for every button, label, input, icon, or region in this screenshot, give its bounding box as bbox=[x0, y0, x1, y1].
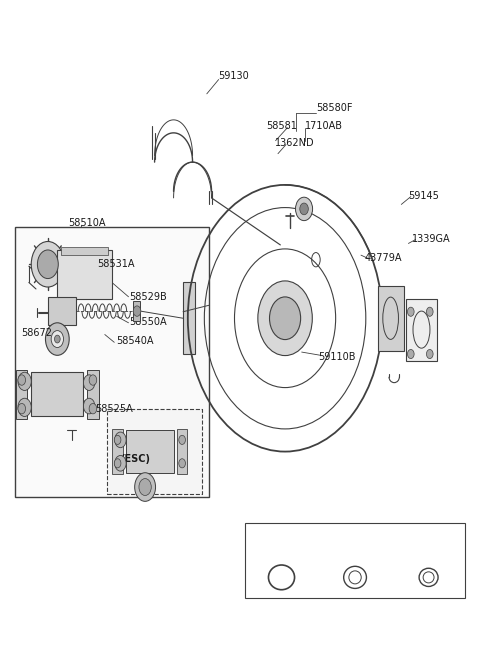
FancyBboxPatch shape bbox=[57, 250, 112, 298]
Text: 43779A: 43779A bbox=[364, 253, 402, 264]
FancyBboxPatch shape bbox=[183, 283, 195, 354]
FancyBboxPatch shape bbox=[14, 227, 209, 497]
Text: 58525A: 58525A bbox=[96, 403, 133, 414]
FancyBboxPatch shape bbox=[107, 409, 202, 494]
Circle shape bbox=[84, 398, 95, 414]
Circle shape bbox=[31, 241, 64, 287]
FancyBboxPatch shape bbox=[245, 523, 466, 598]
Circle shape bbox=[84, 375, 95, 390]
FancyBboxPatch shape bbox=[48, 297, 76, 325]
Circle shape bbox=[426, 350, 433, 359]
Text: 58672: 58672 bbox=[21, 327, 52, 338]
Circle shape bbox=[18, 403, 25, 414]
Circle shape bbox=[46, 323, 69, 356]
Text: 58510A: 58510A bbox=[68, 218, 106, 228]
Text: (ESC): (ESC) bbox=[120, 455, 150, 464]
Text: 1360GG: 1360GG bbox=[409, 535, 448, 544]
FancyBboxPatch shape bbox=[87, 369, 98, 419]
Circle shape bbox=[55, 335, 60, 343]
Text: 58550A: 58550A bbox=[130, 317, 167, 327]
Circle shape bbox=[408, 307, 414, 316]
Circle shape bbox=[300, 203, 308, 215]
Text: 58581: 58581 bbox=[266, 121, 297, 131]
Circle shape bbox=[37, 250, 58, 279]
Circle shape bbox=[408, 350, 414, 359]
Circle shape bbox=[426, 307, 433, 316]
Circle shape bbox=[133, 306, 141, 316]
FancyBboxPatch shape bbox=[177, 430, 187, 474]
Circle shape bbox=[115, 455, 126, 471]
FancyBboxPatch shape bbox=[133, 301, 140, 321]
Text: 59130: 59130 bbox=[219, 72, 250, 81]
Text: 1310DA: 1310DA bbox=[336, 535, 374, 544]
Text: 58594: 58594 bbox=[266, 535, 297, 544]
FancyBboxPatch shape bbox=[61, 247, 108, 255]
FancyBboxPatch shape bbox=[112, 430, 123, 474]
Circle shape bbox=[179, 459, 185, 468]
Text: 58540A: 58540A bbox=[116, 336, 153, 346]
Text: 59145: 59145 bbox=[408, 191, 439, 201]
Text: 58580F: 58580F bbox=[316, 103, 352, 113]
Text: 59110B: 59110B bbox=[318, 352, 356, 361]
Circle shape bbox=[89, 403, 96, 414]
Circle shape bbox=[51, 331, 63, 348]
FancyBboxPatch shape bbox=[16, 369, 27, 419]
Circle shape bbox=[269, 297, 300, 340]
Circle shape bbox=[179, 436, 185, 444]
Circle shape bbox=[296, 197, 312, 220]
FancyBboxPatch shape bbox=[126, 430, 174, 473]
Circle shape bbox=[18, 375, 25, 385]
Circle shape bbox=[258, 281, 312, 356]
Circle shape bbox=[115, 432, 126, 447]
Circle shape bbox=[135, 473, 156, 501]
FancyBboxPatch shape bbox=[31, 372, 84, 417]
Text: 1339GA: 1339GA bbox=[412, 234, 450, 244]
Circle shape bbox=[114, 436, 121, 444]
Text: 58529B: 58529B bbox=[130, 292, 167, 302]
Text: 1710AB: 1710AB bbox=[304, 121, 343, 131]
Circle shape bbox=[89, 375, 96, 385]
Circle shape bbox=[139, 479, 151, 495]
Circle shape bbox=[18, 372, 31, 390]
Text: 58531A: 58531A bbox=[96, 259, 134, 269]
Circle shape bbox=[18, 398, 31, 417]
FancyBboxPatch shape bbox=[406, 298, 437, 361]
FancyBboxPatch shape bbox=[378, 286, 404, 351]
Text: 1362ND: 1362ND bbox=[275, 138, 314, 148]
Circle shape bbox=[114, 459, 121, 468]
